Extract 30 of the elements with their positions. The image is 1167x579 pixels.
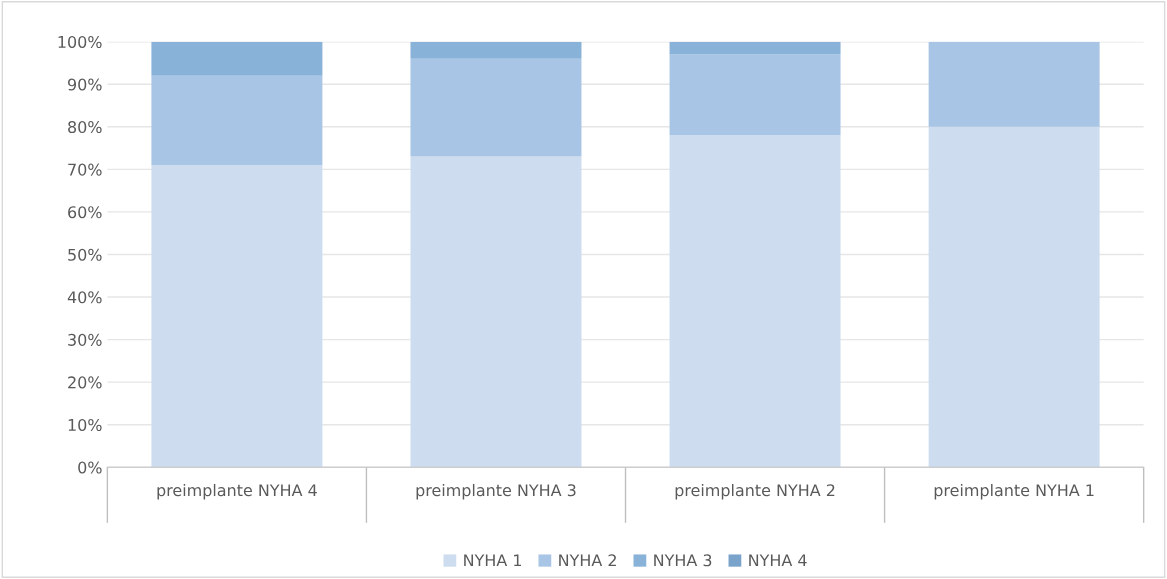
bar: [928, 126, 1100, 468]
bar: [928, 41, 1100, 127]
legend-label: NYHA 3: [654, 554, 712, 567]
x-tick-label: preimplante NYHA 3: [416, 483, 576, 500]
x-tick-label: preimplante NYHA 1: [934, 483, 1094, 500]
y-tick-label: 20%: [68, 376, 102, 389]
y-tick-label: 70%: [68, 163, 102, 176]
y-tick-label: 30%: [68, 333, 102, 346]
bar: [669, 135, 841, 468]
bar: [410, 156, 582, 468]
bar: [410, 58, 582, 157]
y-tick-label: 60%: [68, 206, 102, 219]
bar: [151, 41, 323, 76]
legend-label: NYHA 2: [559, 554, 616, 567]
bar: [669, 54, 841, 136]
x-tick-label: preimplante NYHA 2: [675, 483, 835, 500]
bar: [151, 75, 323, 166]
legend-label: NYHA 4: [749, 554, 807, 567]
y-tick-label: 40%: [67, 291, 102, 304]
y-tick-label: 50%: [68, 248, 102, 261]
bar: [669, 41, 841, 55]
bar: [410, 41, 582, 59]
y-tick-label: 80%: [68, 121, 102, 134]
bar: [151, 165, 323, 468]
legend-label: NYHA 1: [464, 554, 522, 567]
x-tick-label: preimplante NYHA 4: [157, 483, 317, 500]
y-tick-label: 0%: [78, 461, 102, 474]
y-tick-label: 100%: [58, 35, 102, 48]
y-tick-label: 90%: [68, 78, 102, 91]
y-tick-label: 10%: [68, 418, 102, 431]
